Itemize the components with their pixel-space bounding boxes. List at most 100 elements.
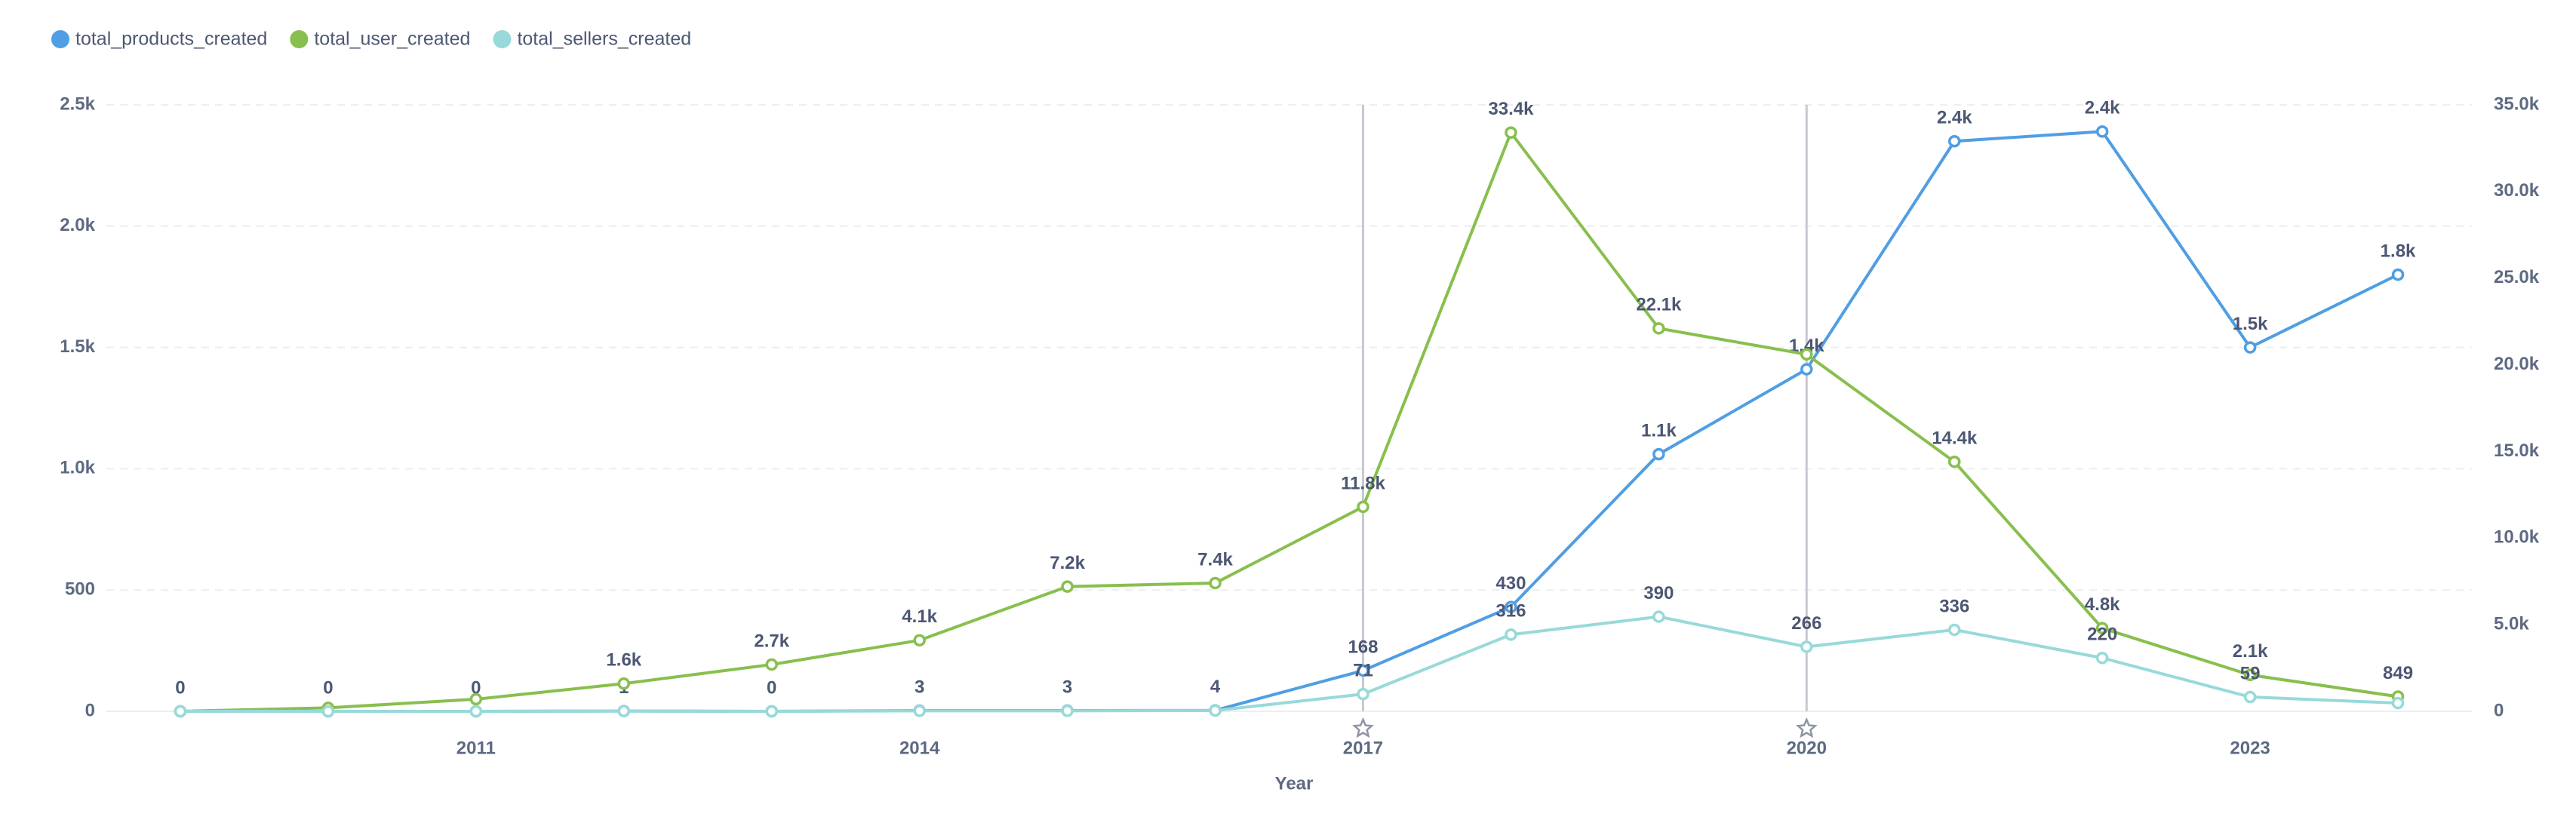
series-line [180,615,2399,714]
data-label: 316 [1495,601,1526,622]
data-label: 1.8k [2381,241,2416,261]
data-point [2243,341,2257,354]
data-point [1505,126,1517,140]
data-label: 336 [1939,596,1969,616]
x-axis-label: Year [1275,773,1314,794]
data-label: 2.4k [2085,98,2120,118]
data-point [617,705,631,717]
data-point [2095,125,2109,138]
data-point [469,705,483,718]
data-point [1947,455,1961,468]
data-label: 0 [175,677,185,698]
data-point [1947,134,1961,148]
data-label: 390 [1643,583,1674,603]
x-tick-label: 2023 [2230,738,2270,758]
data-label: 2.1k [2233,641,2268,662]
data-point [2243,668,2257,682]
series-line [180,129,2399,713]
data-point [765,705,778,718]
y2-tick-label: 10.0k [2494,527,2540,548]
x-tick-label: 2014 [899,738,940,758]
data-label: 0 [767,677,776,698]
data-label: 3 [1062,677,1072,697]
data-point [2095,622,2109,634]
data-label: 168 [1348,637,1378,657]
data-point [1947,623,1961,637]
data-point [1357,664,1369,677]
data-label: 266 [1791,613,1821,634]
data-label: 7.2k [1050,553,1085,573]
data-point [1505,600,1517,613]
legend-swatch [290,30,309,48]
data-point [1505,628,1517,641]
data-point [1357,500,1369,514]
y-tick-label: 1.5k [60,336,95,357]
data-label: 430 [1495,573,1526,594]
data-label: 11.8k [1341,473,1385,493]
data-label: 3 [915,677,924,697]
data-point [765,658,778,671]
data-point [913,634,926,647]
data-label: 4.8k [2085,594,2120,615]
y2-tick-label: 30.0k [2494,180,2540,201]
data-label: 14.4k [1932,428,1978,449]
data-label: 22.1k [1636,295,1682,315]
y-tick-label: 2.0k [60,215,95,235]
data-point [617,677,631,690]
legend-swatch [493,30,512,48]
data-point [2391,268,2405,281]
legend-label: total_products_created [75,29,267,50]
data-label: 4.1k [902,606,937,627]
data-point [913,705,926,717]
legend-swatch [51,30,69,48]
y2-tick-label: 20.0k [2494,354,2540,374]
x-tick-label: 2020 [1787,738,1827,758]
legend-label: total_sellers_created [517,29,691,50]
data-point [1209,704,1222,717]
y2-tick-label: 0 [2494,700,2504,720]
data-label: 71 [1353,661,1373,681]
data-label: 59 [2240,663,2261,683]
data-point [2391,696,2405,710]
legend-label: total_user_created [314,29,470,50]
event-marker [1352,717,1374,738]
data-label: 1.5k [2233,314,2268,334]
data-label: 0 [471,677,481,698]
data-label: 849 [2383,663,2413,683]
data-point [1800,363,1813,376]
data-label: 4 [1210,677,1221,697]
data-label: 2.7k [754,631,789,651]
data-label: 1.1k [1641,420,1677,441]
y2-tick-label: 15.0k [2494,441,2540,461]
data-point [1357,687,1369,701]
data-label: 0 [323,677,333,698]
data-label: 2.4k [1937,108,1972,128]
data-label: 7.4k [1197,549,1233,570]
x-tick-label: 2017 [1343,738,1383,758]
data-label: 220 [2087,625,2117,645]
y-tick-label: 1.0k [60,458,95,478]
x-tick-label: 2011 [456,738,496,758]
data-label: 1.6k [606,650,641,671]
series-line [180,130,2399,714]
data-point [1061,705,1074,717]
data-point [469,692,483,706]
event-marker [1795,717,1818,738]
data-point [1652,610,1665,623]
data-point [321,705,335,718]
data-label: 33.4k [1488,99,1534,119]
data-point [1800,640,1813,653]
data-point [1061,580,1074,593]
y2-tick-label: 5.0k [2494,613,2529,634]
y-tick-label: 2.5k [60,94,95,114]
data-point [2243,690,2257,704]
y-tick-label: 0 [85,700,95,720]
data-point [1800,348,1813,361]
data-point [2095,651,2109,665]
data-point [1652,322,1665,335]
data-point [174,705,187,718]
y-tick-label: 500 [65,579,95,600]
data-point [1652,447,1665,461]
y2-tick-label: 25.0k [2494,267,2540,287]
